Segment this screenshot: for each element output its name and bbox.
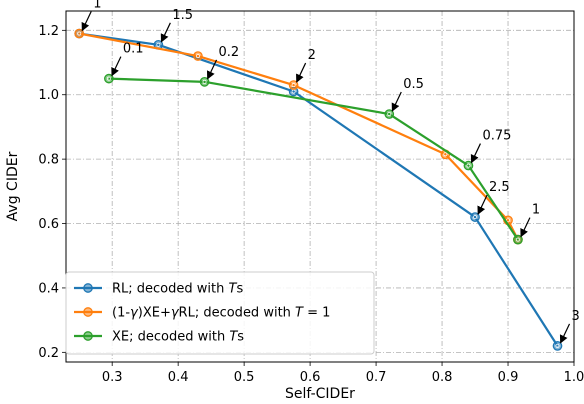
annotation: 2	[296, 48, 316, 83]
annotation-label: 1	[93, 0, 101, 12]
annotation: 1	[520, 203, 540, 238]
data-point-core	[291, 83, 296, 88]
legend-label: (1-γ)XE+γRL; decoded with T = 1	[112, 306, 330, 321]
data-point-core	[156, 42, 161, 47]
x-tick-label: 0.3	[102, 370, 123, 385]
data-point	[193, 51, 203, 61]
legend-entry: (1-γ)XE+γRL; decoded with T = 1	[74, 306, 330, 321]
data-point	[463, 160, 474, 171]
y-tick-label: 0.6	[38, 217, 59, 232]
annotation-label: 2.5	[489, 180, 510, 195]
data-point-core	[387, 112, 392, 116]
data-point-core	[443, 152, 448, 157]
x-axis-ticks: 0.3 0.4 0.5 0.6 0.7 0.8 0.9 1.0	[102, 362, 584, 385]
y-axis-ticks: 0.2 0.4 0.6 0.8 1.0 1.2	[38, 24, 66, 361]
data-point-core	[106, 76, 111, 81]
legend-entry: XE; decoded with Ts	[74, 330, 244, 345]
x-tick-label: 0.8	[432, 370, 453, 385]
y-axis-label: Avg CIDEr	[5, 151, 21, 221]
data-point	[384, 109, 395, 119]
annotation-arrow	[111, 56, 122, 77]
data-point	[513, 234, 523, 245]
legend-box	[65, 271, 375, 355]
series-1	[74, 28, 523, 245]
annotation-arrow	[206, 59, 218, 80]
legend-marker	[83, 331, 93, 341]
annotation: 1.5	[160, 8, 193, 43]
data-point-core	[515, 237, 520, 242]
annotation: 0.2	[206, 45, 240, 80]
data-point	[199, 76, 210, 87]
y-tick-label: 0.4	[38, 281, 59, 296]
annotation-label: 0.1	[123, 42, 144, 57]
data-point-core	[195, 54, 200, 59]
legend-label: XE; decoded with Ts	[112, 330, 244, 345]
data-point-core	[506, 218, 510, 223]
annotation-label: 0.2	[219, 45, 240, 60]
x-tick-label: 0.9	[498, 370, 519, 385]
x-tick-label: 0.4	[168, 370, 189, 385]
data-point	[470, 212, 480, 222]
annotation-layer: 1 1.5 0.1 0.2 2 0.5 0.75 2.5 1 3	[81, 0, 580, 344]
series-2	[104, 73, 523, 245]
annotation: 1	[81, 0, 101, 32]
annotation-arrow	[559, 323, 571, 344]
annotation-label: 2	[308, 48, 316, 63]
annotation: 0.75	[470, 129, 511, 164]
data-point	[104, 73, 114, 84]
series-line	[78, 32, 519, 241]
annotation-arrow	[470, 143, 481, 164]
annotation-label: 0.75	[482, 129, 511, 144]
legend-label: RL; decoded with Ts	[112, 282, 243, 297]
data-point-core	[555, 343, 560, 348]
annotation-arrow	[296, 62, 307, 83]
plot-frame	[65, 10, 575, 363]
annotation: 0.5	[391, 77, 424, 112]
data-point-core	[77, 31, 82, 36]
data-point	[288, 80, 299, 90]
x-axis-label: Self-CIDEr	[285, 386, 355, 402]
annotation: 0.1	[111, 42, 144, 77]
annotation-arrow	[391, 91, 402, 112]
data-point-core	[202, 79, 207, 84]
annotation-label: 0.5	[403, 77, 424, 92]
legend: RL; decoded with Ts (1-γ)XE+γRL; decoded …	[65, 271, 375, 355]
series-layer	[74, 28, 563, 351]
annotation-label: 1	[532, 203, 540, 218]
data-point-core	[473, 215, 477, 220]
legend-entry: RL; decoded with Ts	[74, 282, 243, 297]
annotation-arrow	[160, 22, 171, 43]
annotation: 3	[559, 309, 580, 344]
y-tick-label: 1.2	[38, 24, 59, 39]
x-tick-label: 1.0	[564, 370, 584, 385]
y-tick-label: 0.2	[38, 346, 59, 361]
y-tick-label: 1.0	[38, 88, 59, 103]
legend-marker	[83, 307, 93, 317]
x-tick-label: 0.7	[366, 370, 387, 385]
data-point	[552, 341, 563, 351]
annotation-arrow	[477, 194, 488, 215]
annotation: 2.5	[477, 180, 510, 215]
x-tick-label: 0.6	[300, 370, 321, 385]
y-tick-label: 0.8	[38, 153, 59, 168]
annotation-arrow	[520, 217, 531, 238]
data-point	[74, 28, 85, 39]
data-point-core	[466, 163, 471, 168]
legend-marker	[83, 283, 93, 293]
annotation-label: 3	[572, 309, 580, 324]
annotation-arrow	[81, 11, 92, 32]
x-tick-label: 0.5	[234, 370, 255, 385]
annotation-label: 1.5	[172, 8, 193, 23]
